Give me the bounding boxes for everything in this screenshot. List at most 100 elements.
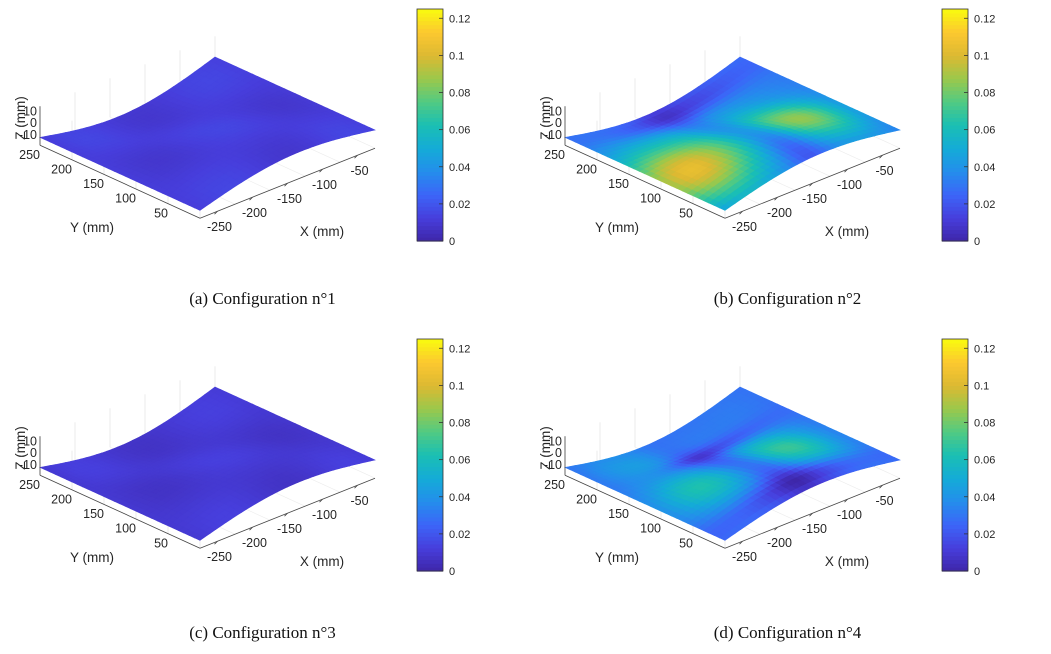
colorbar-segment <box>942 47 968 53</box>
colorbar-segment <box>417 20 443 26</box>
colorbar-segment <box>417 424 443 429</box>
colorbar-segment <box>417 51 443 56</box>
x-tick-label: -100 <box>312 508 337 522</box>
colorbar-segment <box>417 163 443 169</box>
colorbar-tick-label: 0 <box>449 236 455 248</box>
y-axis-label: Y (mm) <box>70 550 114 565</box>
colorbar-segment <box>942 404 968 410</box>
x-tick-mark <box>774 526 778 531</box>
colorbar-segment <box>942 105 968 111</box>
colorbar-segment <box>942 501 968 506</box>
colorbar-segment <box>942 493 968 499</box>
colorbar-segment <box>417 175 443 180</box>
y-tick-label: 100 <box>115 192 136 206</box>
x-tick-mark <box>739 540 743 545</box>
colorbar-segment <box>417 520 443 526</box>
colorbar-segment <box>942 67 968 72</box>
colorbar-segment <box>417 179 443 184</box>
colorbar-segment <box>417 90 443 95</box>
colorbar-segment <box>942 536 968 541</box>
colorbar-segment <box>942 210 968 215</box>
colorbar-segment <box>942 400 968 406</box>
colorbar-segment <box>942 152 968 157</box>
x-axis-label: X (mm) <box>825 224 869 239</box>
x-tick-label: -50 <box>350 494 368 508</box>
colorbar-segment <box>942 63 968 68</box>
colorbar-segment <box>942 36 968 41</box>
colorbar-segment <box>942 132 968 138</box>
x-tick-label: -250 <box>732 220 757 234</box>
colorbar-segment <box>942 78 968 84</box>
colorbar-segment <box>942 385 968 390</box>
colorbar-segment <box>942 513 968 518</box>
colorbar-segment <box>417 509 443 514</box>
colorbar-segment <box>417 105 443 111</box>
colorbar-segment <box>417 190 443 196</box>
colorbar-segment <box>417 171 443 176</box>
z-tick-label: -10 <box>544 128 562 142</box>
colorbar-segment <box>942 451 968 456</box>
colorbar-segment <box>417 125 443 130</box>
colorbar-segment <box>417 121 443 126</box>
y-tick-label: 200 <box>576 492 597 506</box>
x-tick-mark <box>809 512 813 517</box>
x-tick-label: -100 <box>837 508 862 522</box>
colorbar-segment <box>417 540 443 545</box>
y-tick-label: 150 <box>83 177 104 191</box>
x-tick-label: -200 <box>767 536 792 550</box>
colorbar-segment <box>417 555 443 560</box>
colorbar-segment <box>942 128 968 134</box>
colorbar-segment <box>417 412 443 417</box>
colorbar-segment <box>942 474 968 479</box>
z-tick-label: 10 <box>548 434 562 448</box>
caption-d: (d) Configuration n°4 <box>713 623 862 642</box>
x-tick-mark <box>249 196 253 201</box>
colorbar-segment <box>417 404 443 410</box>
colorbar-segment <box>417 451 443 456</box>
colorbar-segment <box>417 74 443 80</box>
colorbar-tick-label: 0.02 <box>974 529 995 541</box>
colorbar-segment <box>942 59 968 64</box>
colorbar-tick-label: 0 <box>974 236 980 248</box>
z-axis-label: Z (mm) <box>13 96 28 139</box>
colorbar-segment <box>942 373 968 379</box>
colorbar-tick-label: 0.12 <box>449 13 470 25</box>
colorbar-segment <box>942 532 968 537</box>
colorbar-tick-label: 0.04 <box>974 492 995 504</box>
colorbar-segment <box>942 86 968 91</box>
x-tick-mark <box>739 210 743 215</box>
x-tick-mark <box>809 182 813 187</box>
z-tick-label: 10 <box>23 104 37 118</box>
colorbar-segment <box>942 16 968 22</box>
colorbar-segment <box>942 233 968 238</box>
y-tick-label: 200 <box>51 492 72 506</box>
colorbar-segment <box>417 443 443 448</box>
caption-c: (c) Configuration n°3 <box>189 623 336 642</box>
colorbar-segment <box>417 9 443 14</box>
subplot-d: -250 -200 -150 -100 -50 X (mm) 250 200 150 100 50 Y… <box>525 330 1050 654</box>
y-axis-label: Y (mm) <box>70 220 114 235</box>
colorbar-segment <box>942 485 968 491</box>
colorbar-frame <box>416 8 444 242</box>
y-axis-line <box>564 474 726 549</box>
colorbar-segment <box>417 362 443 367</box>
colorbar-segment <box>942 70 968 76</box>
colorbar-segment <box>942 543 968 549</box>
colorbar-segment <box>942 381 968 386</box>
colorbar-segment <box>417 489 443 495</box>
y-tick-label: 150 <box>608 177 629 191</box>
colorbar-segment <box>417 536 443 541</box>
surface-plot-d: -250-200-150-100-50X (mm)25020015010050Y… <box>538 338 995 578</box>
colorbar-segment <box>417 159 443 165</box>
colorbar-segment <box>942 516 968 522</box>
colorbar-segment <box>942 229 968 234</box>
colorbar-segment <box>417 431 443 437</box>
x-tick-mark <box>354 484 358 489</box>
colorbar-tick-label: 0 <box>974 566 980 578</box>
y-tick-label: 200 <box>51 162 72 176</box>
colorbar-segment <box>942 559 968 564</box>
colorbar-tick-label: 0.12 <box>449 343 470 355</box>
z-tick-label: 10 <box>548 104 562 118</box>
x-tick-mark <box>214 210 218 215</box>
colorbar-segment <box>942 497 968 502</box>
